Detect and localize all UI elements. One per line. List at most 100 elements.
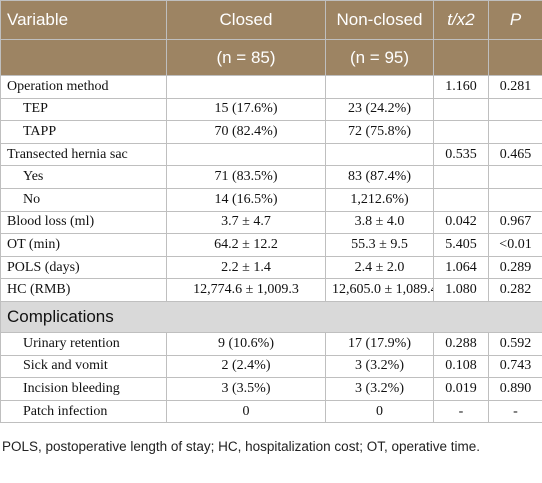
- table-cell: 71 (83.5%): [166, 165, 326, 189]
- column-header: P: [488, 0, 542, 40]
- table-cell: 3.7 ± 4.7: [166, 210, 326, 235]
- column-header: Closed: [166, 0, 326, 40]
- table-cell: Yes: [0, 165, 167, 189]
- table-row: Transected hernia sac 0.535 0.465: [0, 142, 542, 167]
- table-cell: 3.8 ± 4.0: [325, 210, 434, 235]
- table-row: Blood loss (ml) 3.7 ± 4.7 3.8 ± 4.0 0.042 0.…: [0, 210, 542, 235]
- table-cell: 2.2 ± 1.4: [166, 255, 326, 280]
- table-cell: 17 (17.9%): [325, 331, 434, 356]
- table-cell: [488, 187, 542, 212]
- table-cell: 0.592: [488, 331, 542, 356]
- table-row: No 14 (16.5%) 1,212.6%): [0, 187, 542, 212]
- table-cell: HC (RMB): [0, 278, 167, 302]
- table-cell: 3 (3.2%): [325, 377, 434, 401]
- table-cell: Operation method: [0, 75, 167, 99]
- footnote: POLS, postoperative length of stay; HC, …: [2, 439, 480, 455]
- table-cell: 64.2 ± 12.2: [166, 233, 326, 257]
- table-cell: 9 (10.6%): [166, 331, 326, 356]
- table-body: Operation method 1.160 0.281 TEP 15 (17.6%) 2…: [0, 75, 542, 424]
- table-cell: TAPP: [0, 120, 167, 144]
- table-cell: 0.281: [488, 75, 542, 99]
- section-title: Complications: [0, 300, 542, 333]
- table-cell: [325, 75, 434, 99]
- table-cell: 0.890: [488, 377, 542, 401]
- table-cell: 0: [325, 399, 434, 424]
- table-cell: 14 (16.5%): [166, 187, 326, 212]
- table-cell: POLS (days): [0, 255, 167, 280]
- table-cell: 0.019: [433, 377, 489, 401]
- data-table: Variable Closed Non-closed t/x2 P (n = 85) (n …: [0, 0, 542, 424]
- table-cell: 15 (17.6%): [166, 97, 326, 122]
- table-cell: 83 (87.4%): [325, 165, 434, 189]
- table-cell: 3 (3.5%): [166, 377, 326, 401]
- table-cell: <0.01: [488, 233, 542, 257]
- section-row: Complications: [0, 300, 542, 333]
- table-cell: [433, 120, 489, 144]
- table-row: POLS (days) 2.2 ± 1.4 2.4 ± 2.0 1.064 0.289: [0, 255, 542, 280]
- table-row: HC (RMB) 12,774.6 ± 1,009.3 12,605.0 ± 1,0…: [0, 278, 542, 302]
- table-cell: 0.535: [433, 142, 489, 167]
- table-cell: 70 (82.4%): [166, 120, 326, 144]
- table-cell: No: [0, 187, 167, 212]
- table-cell: 2.4 ± 2.0: [325, 255, 434, 280]
- table-cell: [166, 75, 326, 99]
- table-cell: 2 (2.4%): [166, 354, 326, 379]
- table-row: Yes 71 (83.5%) 83 (87.4%): [0, 165, 542, 189]
- table-cell: 23 (24.2%): [325, 97, 434, 122]
- table-row: Incision bleeding 3 (3.5%) 3 (3.2%) 0.019 0.…: [0, 377, 542, 401]
- table-row: Patch infection 0 0- -: [0, 399, 542, 424]
- subheader-row: (n = 85) (n = 95): [0, 39, 542, 76]
- column-subheader: (n = 95): [325, 39, 434, 76]
- column-subheader: [488, 39, 542, 76]
- table-cell: Patch infection: [0, 399, 167, 424]
- table-cell: 1.064: [433, 255, 489, 280]
- table-cell: [433, 165, 489, 189]
- table-cell: 0.108: [433, 354, 489, 379]
- table-cell: 0.042: [433, 210, 489, 235]
- table-cell: 1.160: [433, 75, 489, 99]
- table-cell: [433, 97, 489, 122]
- table-row: Sick and vomit 2 (2.4%) 3 (3.2%) 0.108 0.743: [0, 354, 542, 379]
- table-cell: -: [433, 399, 489, 424]
- table-cell: 0.465: [488, 142, 542, 167]
- header-row: Variable Closed Non-closed t/x2 P: [0, 0, 542, 40]
- column-subheader: [433, 39, 489, 76]
- table-cell: 12,774.6 ± 1,009.3: [166, 278, 326, 302]
- table-cell: 1,212.6%): [325, 187, 434, 212]
- table-cell: 12,605.0 ± 1,089.4: [325, 278, 434, 302]
- table-row: Urinary retention 9 (10.6%) 17 (17.9%) 0.28…: [0, 331, 542, 356]
- table-cell: 5.405: [433, 233, 489, 257]
- table-row: TAPP 70 (82.4%) 72 (75.8%): [0, 120, 542, 144]
- table-cell: 1.080: [433, 278, 489, 302]
- table-cell: Urinary retention: [0, 331, 167, 356]
- table-cell: [488, 97, 542, 122]
- table-cell: [488, 120, 542, 144]
- table-cell: OT (min): [0, 233, 167, 257]
- table-cell: 0.743: [488, 354, 542, 379]
- table-cell: Sick and vomit: [0, 354, 167, 379]
- table-cell: [488, 165, 542, 189]
- table-row: TEP 15 (17.6%) 23 (24.2%): [0, 97, 542, 122]
- table-cell: Incision bleeding: [0, 377, 167, 401]
- table-cell: 0.282: [488, 278, 542, 302]
- table-cell: TEP: [0, 97, 167, 122]
- table-cell: [433, 187, 489, 212]
- table-cell: 0.289: [488, 255, 542, 280]
- column-header: t/x2: [433, 0, 489, 40]
- table-cell: Blood loss (ml): [0, 210, 167, 235]
- column-subheader: [0, 39, 167, 76]
- table-cell: 72 (75.8%): [325, 120, 434, 144]
- column-subheader: (n = 85): [166, 39, 326, 76]
- table-cell: 55.3 ± 9.5: [325, 233, 434, 257]
- table-cell: 3 (3.2%): [325, 354, 434, 379]
- table-header: Variable Closed Non-closed t/x2 P (n = 85) (n …: [0, 0, 542, 76]
- table-cell: -: [488, 399, 542, 424]
- table-cell: [325, 142, 434, 167]
- table-cell: 0: [166, 399, 326, 424]
- column-header: Variable: [0, 0, 167, 40]
- table-cell: 0.288: [433, 331, 489, 356]
- table-row: OT (min) 64.2 ± 12.2 55.3 ± 9.5 5.405 <0.01: [0, 233, 542, 257]
- table-cell: 0.967: [488, 210, 542, 235]
- column-header: Non-closed: [325, 0, 434, 40]
